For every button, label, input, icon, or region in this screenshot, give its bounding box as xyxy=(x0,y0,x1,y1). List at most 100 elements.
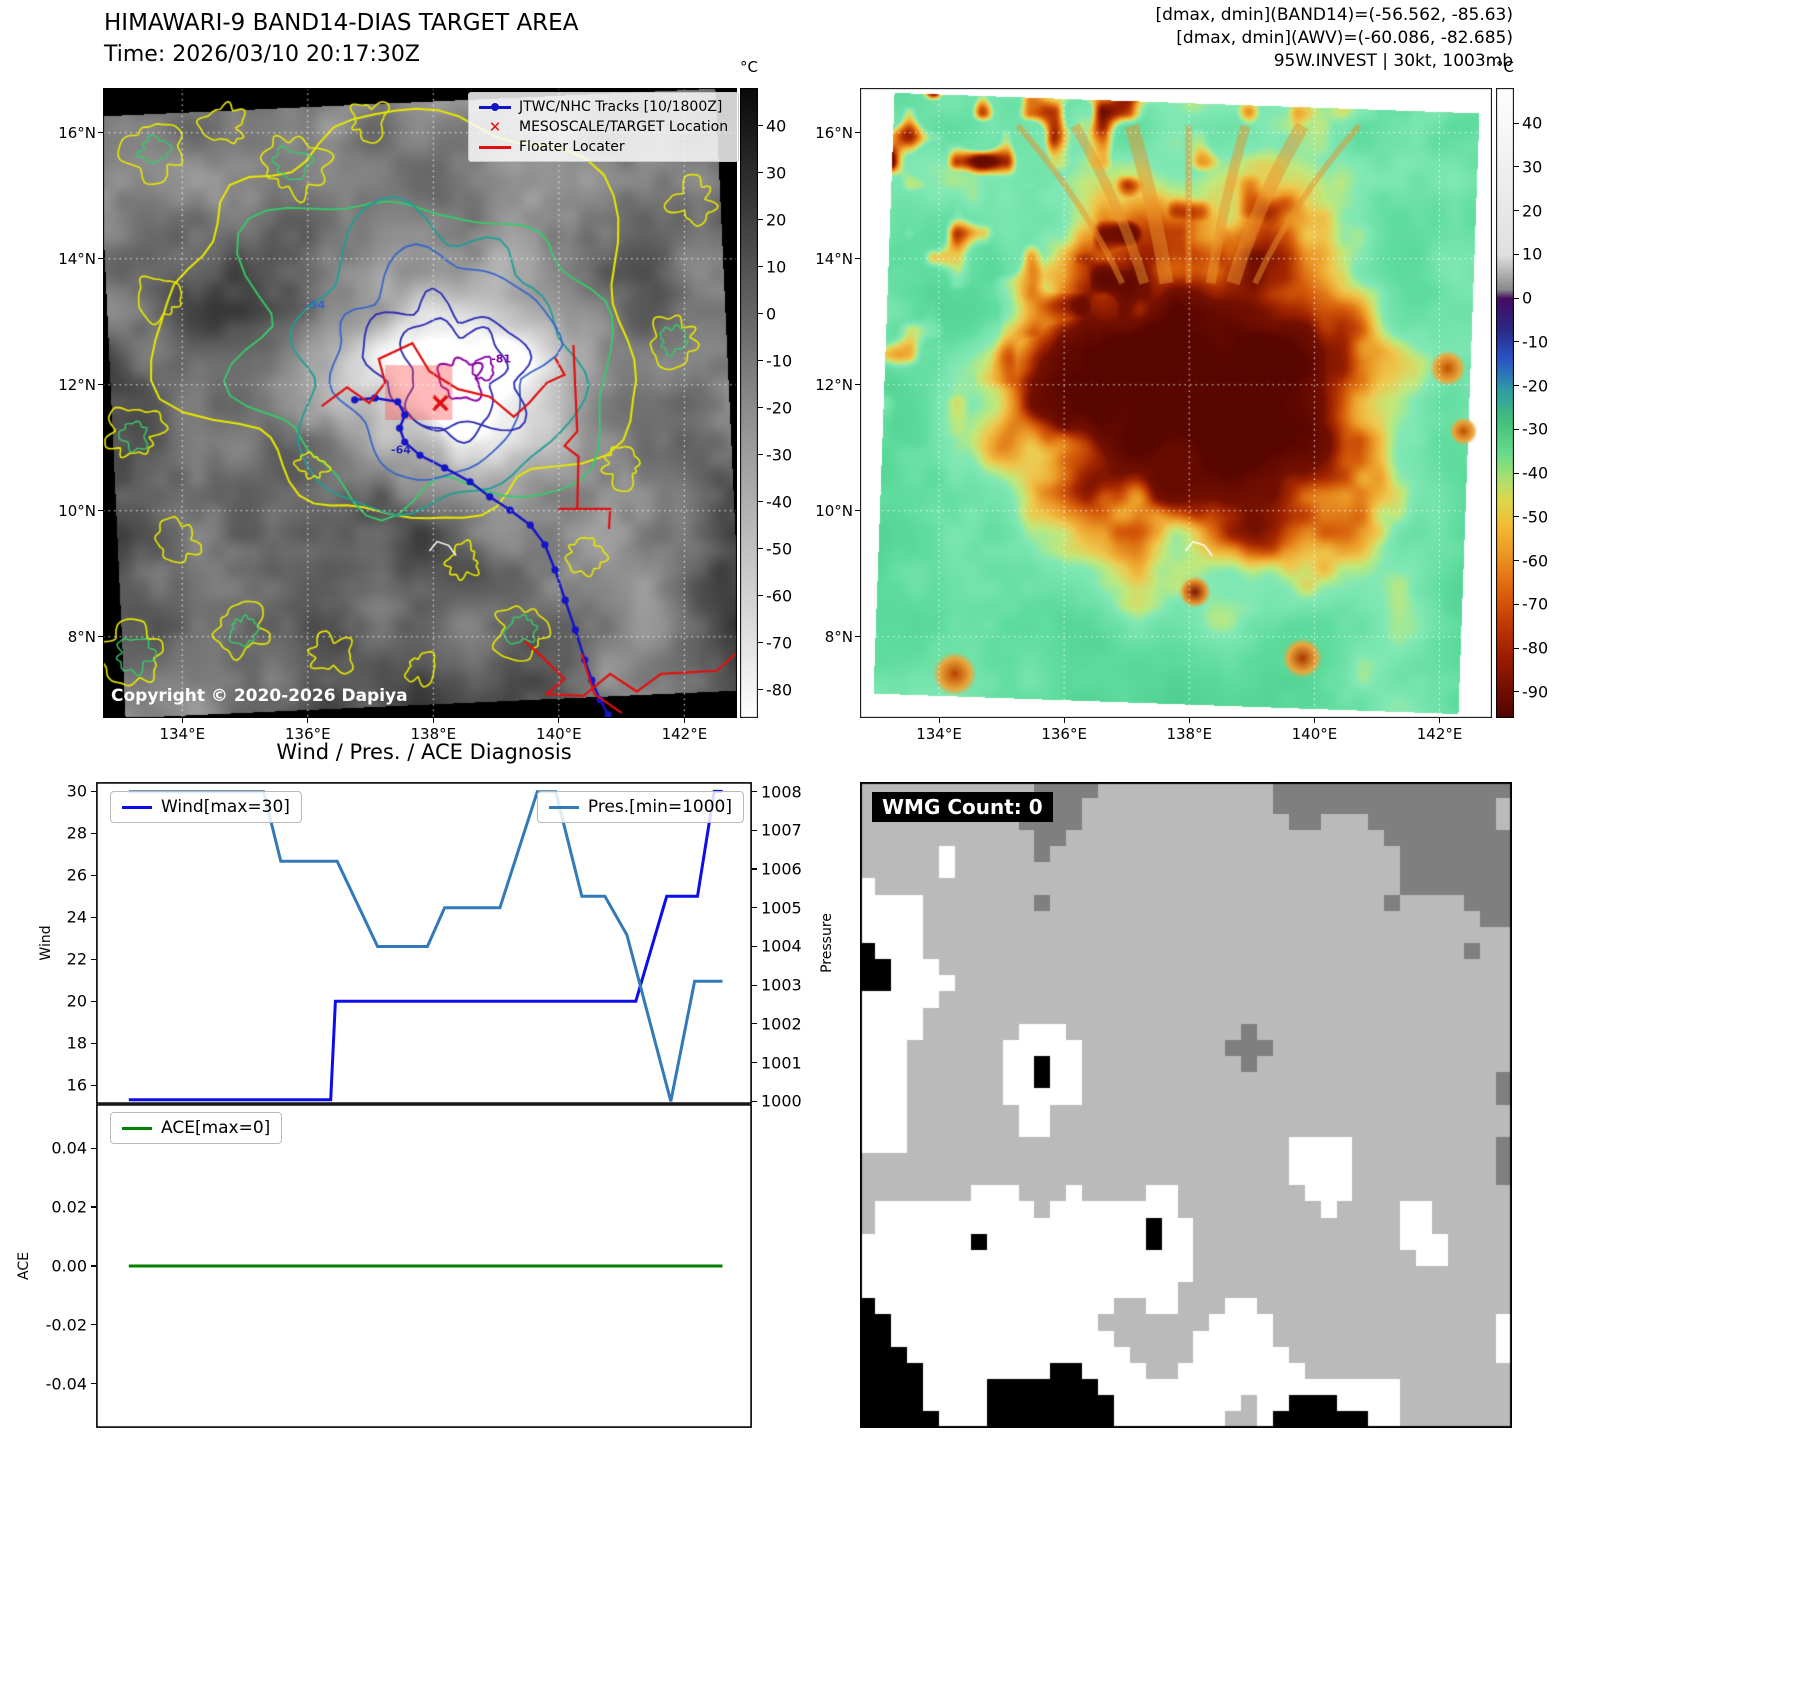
colorbar-tick-label: -30 xyxy=(1522,419,1549,439)
colorbar-tick-label: 0 xyxy=(766,304,777,324)
chart-tick-label: 22 xyxy=(66,949,87,969)
colorbar-tick-label: 10 xyxy=(766,257,787,277)
track-dot-icon xyxy=(491,103,499,111)
awv-header-line2: [dmax, dmin](AWV)=(-60.086, -82.685) xyxy=(1176,28,1513,48)
pressure-line-icon xyxy=(548,805,579,809)
map-y-tick-label: 16°N xyxy=(815,123,853,142)
awv-header-line1: [dmax, dmin](BAND14)=(-56.562, -85.63) xyxy=(1155,5,1513,25)
map-x-tick-label: 138°E xyxy=(410,725,457,743)
tick-mark xyxy=(752,829,757,831)
tick-mark xyxy=(752,1100,757,1102)
wind-legend: Wind[max=30] xyxy=(110,791,302,823)
map-x-tick-label: 138°E xyxy=(1166,725,1213,743)
colorbar-tick-label: 10 xyxy=(1522,244,1543,264)
awv-colorbar-canvas xyxy=(1496,88,1514,718)
awv-header: [dmax, dmin](BAND14)=(-56.562, -85.63) [… xyxy=(1156,4,1513,73)
colorbar-tick-label: -70 xyxy=(766,633,793,653)
tick-mark xyxy=(758,454,763,456)
series-line xyxy=(128,790,723,1102)
tick-mark xyxy=(1063,718,1065,723)
map-x-tick-label: 140°E xyxy=(536,725,582,743)
chart-frame xyxy=(96,782,752,1104)
wind-axis-label: Wind xyxy=(38,925,54,961)
tick-mark xyxy=(91,1265,96,1267)
tick-mark xyxy=(938,718,940,723)
tick-mark xyxy=(1514,691,1519,693)
tick-mark xyxy=(758,313,763,315)
colorbar-tick-label: -50 xyxy=(766,539,793,559)
map-y-tick-label: 10°N xyxy=(815,501,853,520)
chart-frame xyxy=(96,1104,752,1428)
tick-mark xyxy=(1514,603,1519,605)
tick-mark xyxy=(91,1383,96,1385)
ace-line-icon xyxy=(122,1126,152,1130)
tick-mark xyxy=(855,258,860,260)
chart-tick-label: 0.00 xyxy=(51,1256,87,1276)
chart-tick-label: 1004 xyxy=(761,936,802,956)
tick-mark xyxy=(1514,647,1519,649)
tick-mark xyxy=(1514,472,1519,474)
chart-tick-label: 1003 xyxy=(761,975,802,995)
tick-mark xyxy=(432,718,434,723)
tick-mark xyxy=(758,125,763,127)
tick-mark xyxy=(752,907,757,909)
map-y-tick-label: 16°N xyxy=(58,123,96,142)
tick-mark xyxy=(752,984,757,986)
tick-mark xyxy=(98,384,103,386)
ace-legend: ACE[max=0] xyxy=(110,1112,283,1144)
contour-label: -54 xyxy=(305,298,326,312)
colorbar-tick-label: 0 xyxy=(1522,288,1533,308)
copyright-text: Copyright © 2020-2026 Dapiya xyxy=(111,686,408,706)
chart-tick-label: 20 xyxy=(66,991,87,1011)
tick-mark xyxy=(91,1147,96,1149)
chart-tick-label: 16 xyxy=(66,1075,87,1095)
tick-mark xyxy=(1514,516,1519,518)
colorbar-tick-label: -40 xyxy=(766,492,793,512)
map-x-tick-label: 136°E xyxy=(284,725,331,743)
map-x-tick-label: 134°E xyxy=(159,725,206,743)
tick-mark xyxy=(752,1061,757,1064)
colorbar-tick-label: -70 xyxy=(1522,594,1549,614)
chart-tick-label: 0.02 xyxy=(51,1197,87,1217)
tick-mark xyxy=(758,219,763,221)
map-y-tick-label: 12°N xyxy=(815,375,853,394)
map-y-tick-label: 8°N xyxy=(67,627,96,646)
tick-mark xyxy=(1313,718,1315,723)
band14-map-canvas xyxy=(103,88,737,718)
map-x-tick-label: 142°E xyxy=(661,725,708,743)
tick-mark xyxy=(91,1084,96,1086)
tick-mark xyxy=(98,132,103,134)
tick-mark xyxy=(758,360,763,362)
tick-mark xyxy=(752,791,757,793)
chart-tick-label: 1006 xyxy=(761,859,802,879)
colorbar-tick-label: -60 xyxy=(766,586,793,606)
map-x-tick-label: 140°E xyxy=(1291,725,1338,743)
contour-label: -81 xyxy=(491,352,512,366)
tick-mark xyxy=(91,958,96,960)
ace-axis-label: ACE xyxy=(16,1252,32,1280)
chart-tick-label: 0.04 xyxy=(51,1138,87,1158)
tick-mark xyxy=(1514,166,1519,168)
chart-tick-label: 24 xyxy=(66,907,87,927)
track-legend-label: JTWC/NHC Tracks [10/1800Z] xyxy=(519,99,723,115)
tick-mark xyxy=(307,718,309,723)
contour-label: -64 xyxy=(391,443,411,457)
colorbar-tick-label: 30 xyxy=(1522,157,1543,177)
colorbar-tick-label: 20 xyxy=(766,210,787,230)
target-legend-label: MESOSCALE/TARGET Location xyxy=(519,119,729,135)
tick-mark xyxy=(855,132,860,134)
tick-mark xyxy=(91,832,96,834)
map-y-tick-label: 8°N xyxy=(824,627,853,646)
tick-mark xyxy=(758,172,763,174)
tick-mark xyxy=(1514,385,1519,386)
tick-mark xyxy=(1439,718,1441,723)
tick-mark xyxy=(91,1206,96,1208)
tick-mark xyxy=(91,1042,96,1044)
band14-time-subtitle: Time: 2026/03/10 20:17:30Z xyxy=(104,42,420,67)
track-line-sample xyxy=(479,100,511,114)
band14-colorbar-canvas xyxy=(740,88,758,718)
awv-header-line3: 95W.INVEST | 30kt, 1003mb xyxy=(1273,51,1513,71)
tick-mark xyxy=(181,718,183,723)
floater-legend-label: Floater Locater xyxy=(519,139,625,155)
